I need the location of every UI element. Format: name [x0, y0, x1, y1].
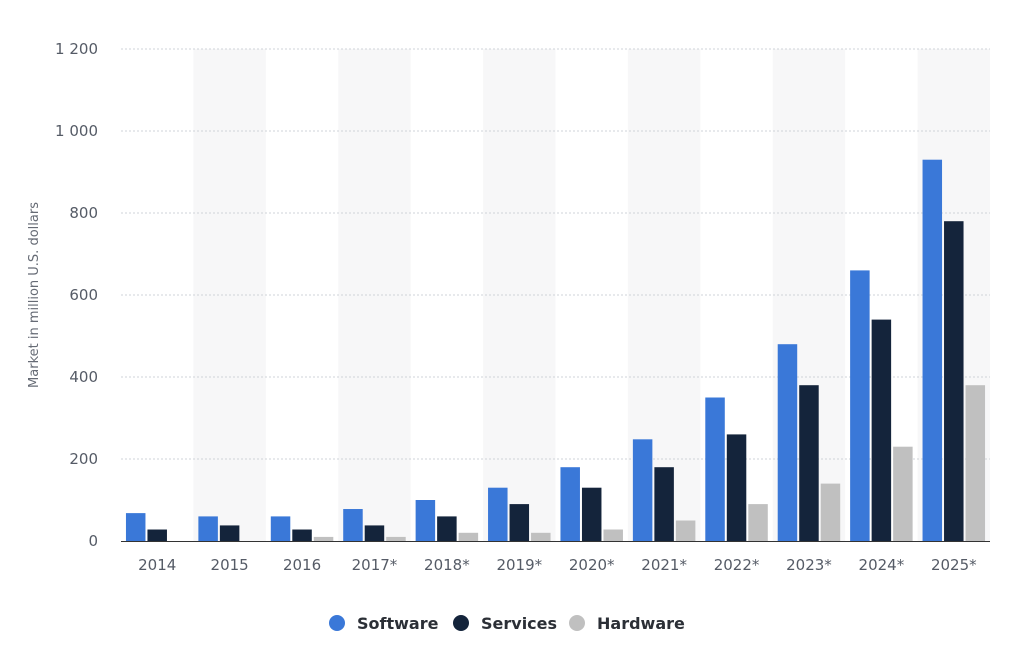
bar-software — [922, 159, 943, 541]
bar-services — [726, 434, 747, 541]
bar-services — [292, 529, 312, 541]
x-tick-label: 2015 — [211, 556, 249, 574]
y-tick-label: 1 000 — [55, 122, 98, 140]
bar-services — [437, 516, 457, 541]
bar-software — [125, 513, 146, 541]
bar-services — [364, 525, 385, 541]
x-tick-label: 2020* — [569, 556, 615, 574]
y-axis-ticks: 0 200 400 600 800 1 000 1 200 — [55, 40, 98, 550]
bar-services — [944, 221, 964, 541]
bar-software — [343, 509, 363, 541]
bar-services — [147, 529, 167, 541]
y-axis-label: Market in million U.S. dollars — [27, 202, 42, 388]
x-axis-ticks: 2014 2015 2016 2017* 2018* 2019* 2020* 2021* 202… — [138, 556, 977, 574]
y-tick-label: 600 — [69, 286, 98, 304]
bar-software — [488, 487, 508, 541]
legend: Software Services Hardware — [329, 614, 685, 633]
bars — [125, 159, 986, 541]
bar-hardware — [675, 520, 696, 541]
bar-software — [198, 516, 218, 541]
x-tick-label: 2019* — [496, 556, 542, 574]
bar-hardware — [386, 536, 406, 541]
bar-software — [705, 397, 725, 541]
y-tick-label: 800 — [69, 204, 98, 222]
legend-label-services: Services — [481, 614, 557, 633]
bar-services — [654, 467, 674, 541]
x-tick-label: 2016 — [283, 556, 321, 574]
y-tick-label: 400 — [69, 368, 98, 386]
x-tick-label: 2024* — [859, 556, 905, 574]
bar-services — [871, 319, 892, 541]
legend-marker-software — [329, 615, 345, 631]
bar-software — [777, 344, 798, 541]
legend-marker-hardware — [569, 615, 585, 631]
bar-hardware — [313, 536, 334, 541]
y-tick-label: 1 200 — [55, 40, 98, 58]
bar-software — [560, 467, 580, 541]
bar-services — [581, 487, 602, 541]
x-tick-label: 2017* — [352, 556, 398, 574]
bar-software — [415, 500, 436, 541]
bar-services — [799, 385, 819, 541]
bar-hardware — [748, 504, 768, 541]
bar-hardware — [603, 529, 623, 541]
legend-marker-services — [453, 615, 469, 631]
bar-hardware — [531, 532, 551, 541]
category-band — [483, 49, 556, 541]
bar-services — [219, 525, 240, 541]
bar-hardware — [893, 446, 913, 541]
y-tick-label: 200 — [69, 450, 98, 468]
bar-hardware — [458, 532, 479, 541]
y-tick-label: 0 — [88, 532, 98, 550]
legend-label-software: Software — [357, 614, 439, 633]
bar-services — [509, 504, 530, 541]
x-tick-label: 2014 — [138, 556, 176, 574]
x-tick-label: 2023* — [786, 556, 832, 574]
x-tick-label: 2021* — [641, 556, 687, 574]
bar-software — [850, 270, 870, 541]
bar-hardware — [965, 385, 986, 541]
gridlines — [121, 48, 990, 460]
x-tick-label: 2018* — [424, 556, 470, 574]
bar-hardware — [820, 483, 841, 541]
bar-software — [270, 516, 291, 541]
x-tick-label: 2025* — [931, 556, 977, 574]
bar-software — [632, 439, 653, 541]
x-tick-label: 2022* — [714, 556, 760, 574]
legend-label-hardware: Hardware — [597, 614, 685, 633]
